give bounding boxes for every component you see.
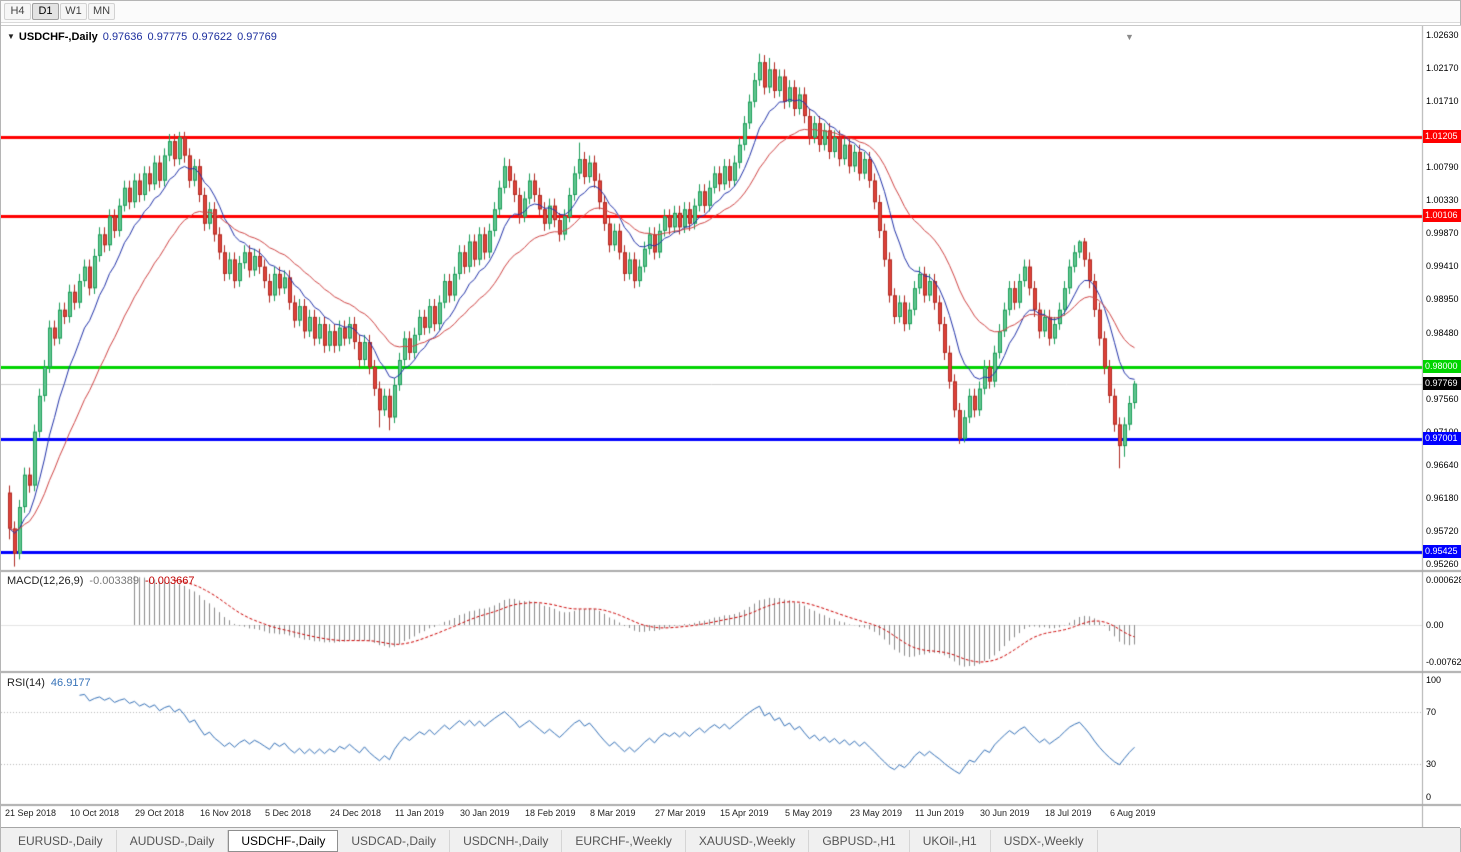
date-label: 18 Feb 2019 [525, 808, 576, 818]
chart-tab-usdcad-daily[interactable]: USDCAD-,Daily [338, 829, 451, 852]
timeframe-button-w1[interactable]: W1 [60, 3, 87, 20]
price-tick-label: 0.99870 [1426, 228, 1459, 238]
macd-axis-min: -0.00762 [1426, 657, 1461, 667]
level-price-badge: 0.95425 [1423, 544, 1461, 558]
price-tick-label: 0.96180 [1426, 492, 1459, 503]
date-label: 24 Dec 2018 [330, 808, 382, 818]
date-label: 15 Apr 2019 [720, 808, 769, 818]
date-label: 5 Dec 2018 [265, 808, 312, 818]
chart-tab-usdx-weekly[interactable]: USDX-,Weekly [991, 829, 1098, 852]
macd-axis-max: 0.0006286 [1426, 575, 1461, 585]
symbol-dropdown-icon[interactable]: ▼ [7, 32, 15, 41]
date-label: 10 Oct 2018 [70, 808, 120, 818]
rsi-axis-label: 30 [1426, 759, 1437, 769]
chart-tab-ukoil-h1[interactable]: UKOil-,H1 [910, 829, 991, 852]
price-tick-label: 0.97560 [1426, 393, 1459, 404]
macd-title: MACD(12,26,9) [7, 575, 84, 587]
chart-shift-icon[interactable]: ▼ [1125, 32, 1134, 42]
price-tick-label: 1.00330 [1426, 195, 1459, 205]
date-label: 8 Mar 2019 [590, 808, 636, 818]
date-label: 16 Nov 2018 [200, 808, 252, 818]
rsi-value: 46.9177 [50, 677, 91, 689]
rsi-axis-label: 70 [1426, 707, 1437, 717]
level-price-badge: 0.97001 [1423, 431, 1461, 445]
chart-tab-usdchf-daily[interactable]: USDCHF-,Daily [228, 829, 339, 852]
price-tick-label: 1.02630 [1426, 30, 1459, 40]
price-chart-canvas[interactable] [1, 26, 1461, 828]
timeframe-toolbar: H4 D1 W1 MN [1, 1, 1460, 23]
chart-header: ▼ USDCHF-,Daily 0.97636 0.97775 0.97622 0.977… [7, 31, 277, 43]
price-tick-label: 1.01710 [1426, 96, 1459, 106]
chart-tab-eurusd-daily[interactable]: EURUSD-,Daily [5, 829, 117, 852]
date-label: 18 Jul 2019 [1045, 808, 1092, 818]
date-label: 5 May 2019 [785, 808, 833, 818]
price-tick-label: 0.98480 [1426, 327, 1459, 338]
chart-tab-bar: EURUSD-,Daily AUDUSD-,Daily USDCHF-,Daily U… [1, 827, 1460, 852]
price-tick-label: 0.95260 [1426, 558, 1459, 569]
rsi-title: RSI(14) [7, 677, 45, 689]
macd-signal-value: -0.003667 [144, 575, 195, 587]
chart-tab-eurchf-weekly[interactable]: EURCHF-,Weekly [562, 829, 686, 852]
date-label: 6 Aug 2019 [1110, 808, 1156, 818]
price-tick-label: 0.97100 [1426, 427, 1459, 437]
macd-main-value: -0.003389 [89, 575, 139, 587]
timeframe-button-d1[interactable]: D1 [32, 3, 59, 20]
macd-axis-zero: 0.00 [1426, 620, 1444, 630]
macd-header: MACD(12,26,9) -0.003389 -0.003667 [7, 575, 195, 587]
price-tick-label: 1.00790 [1426, 162, 1459, 172]
chart-tab-gbpusd-h1[interactable]: GBPUSD-,H1 [809, 829, 910, 852]
level-price-badge: 0.98000 [1423, 360, 1461, 374]
timeframe-button-mn[interactable]: MN [88, 3, 115, 20]
chart-symbol-label: USDCHF-,Daily [18, 31, 98, 43]
chart-tab-usdcnh-daily[interactable]: USDCNH-,Daily [450, 829, 563, 852]
price-tick-label: 0.96640 [1426, 459, 1459, 470]
date-label: 11 Jan 2019 [395, 808, 444, 818]
date-label: 11 Jun 2019 [915, 808, 964, 818]
rsi-header: RSI(14) 46.9177 [7, 677, 91, 689]
date-label: 30 Jan 2019 [460, 808, 510, 818]
price-tick-label: 0.98950 [1426, 294, 1459, 304]
current-price-badge: 0.97769 [1423, 376, 1461, 390]
chart-tab-audusd-daily[interactable]: AUDUSD-,Daily [117, 829, 229, 852]
date-label: 27 Mar 2019 [655, 808, 706, 818]
date-label: 30 Jun 2019 [980, 808, 1030, 818]
close-value: 0.97769 [237, 31, 277, 43]
date-label: 23 May 2019 [850, 808, 903, 818]
rsi-axis-label: 0 [1426, 792, 1432, 802]
price-tick-label: 0.99410 [1426, 261, 1459, 271]
timeframe-button-h4[interactable]: H4 [4, 3, 31, 20]
level-price-badge: 1.01205 [1423, 130, 1461, 144]
high-value: 0.97775 [147, 31, 188, 43]
low-value: 0.97622 [192, 31, 233, 43]
price-tick-label: 1.02170 [1426, 63, 1459, 73]
chart-tab-xauusd-weekly[interactable]: XAUUSD-,Weekly [686, 829, 810, 852]
open-value: 0.97636 [102, 31, 143, 43]
level-price-badge: 1.00106 [1423, 209, 1461, 223]
date-label: 21 Sep 2018 [5, 808, 57, 818]
rsi-axis-label: 100 [1426, 675, 1442, 685]
date-label: 29 Oct 2018 [135, 808, 185, 818]
price-tick-label: 0.95720 [1426, 525, 1459, 536]
chart-area[interactable]: ▼ USDCHF-,Daily 0.97636 0.97775 0.97622 0.977… [1, 25, 1461, 828]
